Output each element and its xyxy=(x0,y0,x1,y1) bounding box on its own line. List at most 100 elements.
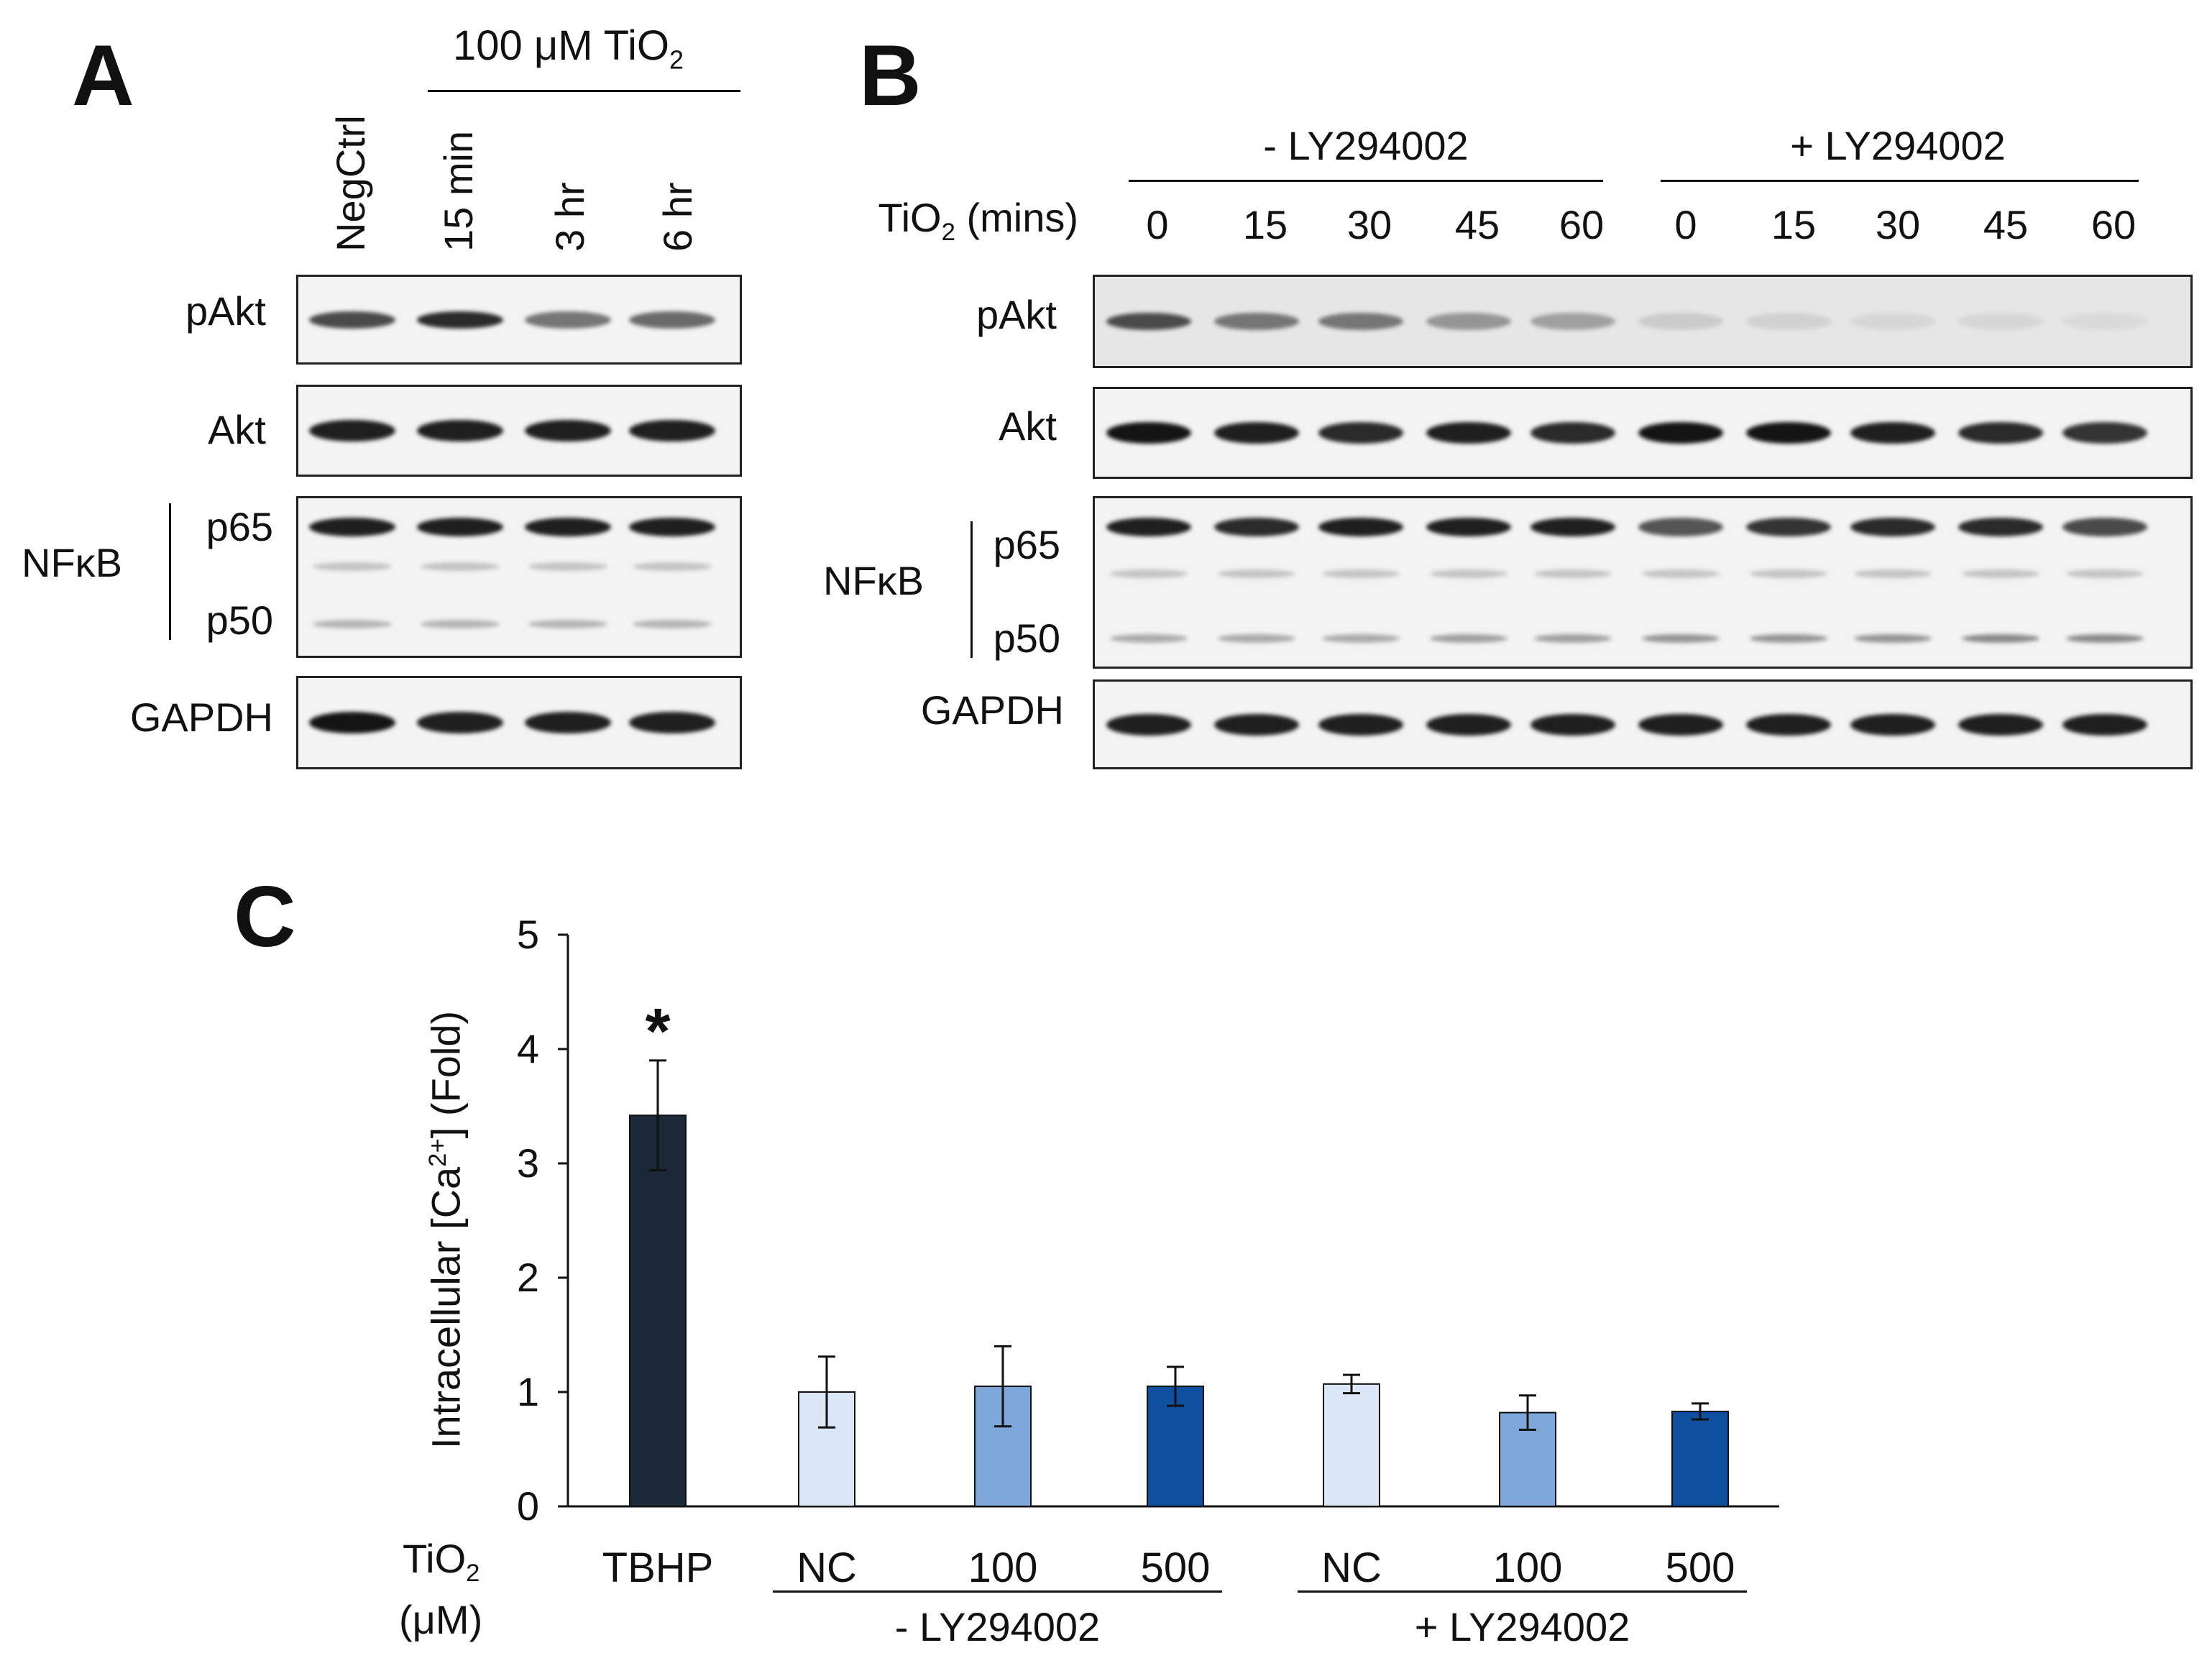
x-tick-label: 500 xyxy=(1666,1544,1735,1591)
gapdh-band xyxy=(1318,713,1403,736)
chart-x-title: TiO2 xyxy=(403,1536,480,1588)
panel-b-row-pakt: pAkt xyxy=(976,292,1057,337)
pakt-band xyxy=(1746,313,1831,330)
panel-b-group-plus-line xyxy=(1661,180,2139,182)
nonspecific-band xyxy=(2066,569,2144,578)
panel-b-time-label: TiO2 (mins) xyxy=(878,195,1078,247)
panel-b-time-tick: 30 xyxy=(1346,202,1392,247)
panel-b-time-tick: 15 xyxy=(1242,202,1288,247)
y-tick-label: 2 xyxy=(517,1255,539,1300)
panel-a-row-gapdh: GAPDH xyxy=(129,695,273,740)
panel-b-time-tick: 45 xyxy=(1454,202,1500,247)
p50-band xyxy=(1962,634,2039,643)
panel-a-row-p65: p65 xyxy=(206,504,273,549)
bar xyxy=(974,1386,1032,1508)
pakt-band xyxy=(309,311,395,329)
panel-b-group-plus: + LY294002 xyxy=(1790,123,2006,168)
gapdh-band xyxy=(1106,713,1191,736)
panel-b-time-tick: 60 xyxy=(1559,202,1605,247)
pakt-band xyxy=(417,311,503,329)
bar xyxy=(1499,1411,1556,1507)
x-tick-label: 100 xyxy=(968,1544,1038,1591)
akt-band xyxy=(1638,422,1723,444)
panel-b-letter: B xyxy=(859,27,922,124)
p50-band xyxy=(1110,634,1188,643)
nonspecific-band xyxy=(1110,569,1188,578)
akt-band xyxy=(1214,422,1299,444)
panel-b-time-tick: 60 xyxy=(2091,202,2137,247)
gapdh-band xyxy=(1746,713,1831,736)
p50-band xyxy=(633,620,712,628)
nonspecific-band xyxy=(1750,569,1827,578)
x-tick-label: 100 xyxy=(1493,1544,1563,1591)
nonspecific-band xyxy=(1962,569,2039,578)
p65-band xyxy=(1850,518,1935,536)
p50-band xyxy=(1322,634,1400,643)
panel-b-blot-pakt xyxy=(1093,275,2193,368)
panel-b-time-tick: 0 xyxy=(1674,202,1697,247)
p65-band xyxy=(525,518,611,536)
x-tick-label: TBHP xyxy=(602,1544,714,1591)
chart-group-minus-line xyxy=(773,1590,1222,1593)
y-tick-label: 0 xyxy=(517,1483,539,1529)
p65-band xyxy=(629,518,715,536)
nonspecific-band xyxy=(421,562,500,571)
panel-a-nfkb-bracket xyxy=(169,503,171,640)
pakt-band xyxy=(1318,313,1403,330)
significance-marker: * xyxy=(645,996,670,1068)
p50-band xyxy=(421,620,500,628)
panel-a-row-pakt: pAkt xyxy=(185,288,266,334)
akt-band xyxy=(1318,422,1403,444)
panel-b-row-p50: p50 xyxy=(993,615,1060,661)
gapdh-band xyxy=(2062,713,2147,736)
pakt-band xyxy=(1106,313,1191,330)
nonspecific-band xyxy=(1430,569,1507,578)
gapdh-band xyxy=(309,712,395,733)
panel-b-blot-nfkb xyxy=(1093,496,2193,669)
chart-x-title-unit: (μM) xyxy=(399,1597,483,1642)
panel-b-nfkb-bracket xyxy=(970,521,973,658)
akt-band xyxy=(629,420,715,441)
panel-b-row-akt: Akt xyxy=(999,403,1057,449)
gapdh-band xyxy=(417,712,503,733)
panel-a-blot-pakt xyxy=(296,275,742,365)
panel-b-row-p65: p65 xyxy=(993,522,1060,567)
panel-a-treatment-label: 100 μM TiO2 xyxy=(453,22,684,75)
chart-group-minus-label: - LY294002 xyxy=(894,1604,1101,1649)
nonspecific-band xyxy=(313,562,392,571)
nonspecific-band xyxy=(1642,569,1720,578)
pakt-band xyxy=(1426,313,1511,330)
nonspecific-band xyxy=(1322,569,1400,578)
y-tick-label: 4 xyxy=(517,1026,539,1071)
pakt-band xyxy=(1958,313,2043,330)
panel-b-group-minus-line xyxy=(1129,180,1603,182)
y-tick-label: 5 xyxy=(517,912,539,957)
pakt-band xyxy=(1530,313,1615,330)
nonspecific-band xyxy=(528,562,607,571)
p50-band xyxy=(1218,634,1295,643)
p65-band xyxy=(2062,518,2147,536)
p50-band xyxy=(1534,634,1612,643)
nonspecific-band xyxy=(633,562,712,571)
y-tick-label: 1 xyxy=(517,1369,539,1414)
p65-band xyxy=(1746,518,1831,536)
pakt-band xyxy=(629,311,715,329)
p65-band xyxy=(1106,518,1191,536)
p50-band xyxy=(1430,634,1507,643)
panel-a-row-p50: p50 xyxy=(206,598,273,643)
p65-band xyxy=(1318,518,1403,536)
gapdh-band xyxy=(1426,713,1511,736)
akt-band xyxy=(1850,422,1935,444)
bar xyxy=(798,1391,855,1507)
p50-band xyxy=(1642,634,1720,643)
panel-a-treatment-bracket xyxy=(428,90,740,92)
chart-group-plus-line xyxy=(1298,1590,1747,1593)
gapdh-band xyxy=(1214,713,1299,736)
bar xyxy=(1323,1383,1380,1507)
panel-a-blot-gapdh xyxy=(296,676,742,769)
p50-band xyxy=(313,620,392,628)
akt-band xyxy=(1426,422,1511,444)
panel-a-letter: A xyxy=(72,27,134,124)
pakt-band xyxy=(525,311,611,329)
